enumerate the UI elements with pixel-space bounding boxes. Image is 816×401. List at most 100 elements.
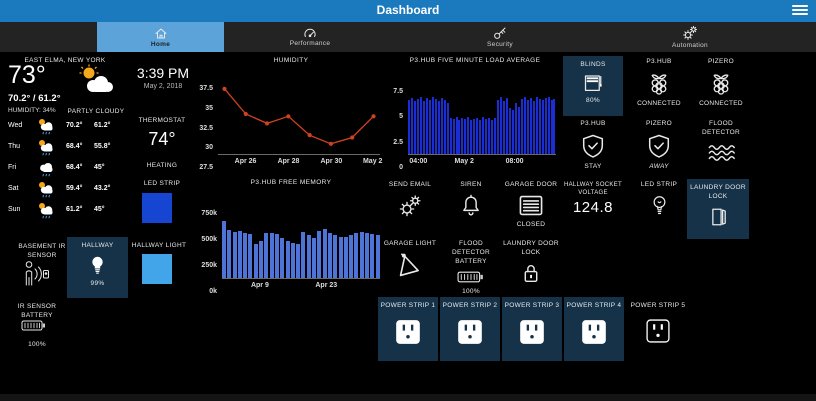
- page-title: Dashboard: [376, 3, 440, 17]
- power-strip-3-tile[interactable]: POWER STRIP 3: [502, 297, 562, 361]
- hallway-socket-voltage-tile: HALLWAY SOCKET VOLTAGE 124.8: [561, 181, 625, 216]
- p3hub-connection-state: CONNECTED: [637, 99, 681, 107]
- garage-door-label: GARAGE DOOR: [504, 181, 558, 188]
- power-strip-2-label: POWER STRIP 2: [442, 302, 498, 309]
- led-strip-right-label: LED STRIP: [640, 181, 678, 188]
- tab-bar: Home Performance Security Automation: [0, 22, 816, 52]
- shield-check-icon: [648, 134, 670, 158]
- shield-check-icon: [582, 134, 604, 158]
- blinds-value: 80%: [586, 96, 600, 104]
- thermostat-state: HEATING: [146, 162, 178, 169]
- p3hub-alarm-label: P3.HUB: [580, 120, 606, 127]
- tab-home-label: Home: [150, 40, 171, 48]
- pizero-connection-tile[interactable]: PIZERO CONNECTED: [691, 58, 751, 109]
- forecast-row: Sat 59.4° 43.2°: [8, 180, 128, 200]
- power-strip-1-tile[interactable]: POWER STRIP 1: [378, 297, 438, 361]
- p3hub-connection-label: P3.HUB: [646, 58, 672, 65]
- memory-y-axis: 750k 500k 250k 0k: [201, 210, 217, 295]
- memory-plot: [222, 192, 380, 279]
- power-strip-4-label: POWER STRIP 4: [566, 302, 622, 309]
- laundry-door-label: LAUNDRY DOOR LOCK: [690, 184, 746, 200]
- gauge-icon: [304, 28, 316, 38]
- led-strip-color-swatch[interactable]: [142, 193, 172, 223]
- humidity-chart-title: HUMIDITY: [273, 57, 309, 64]
- pizero-alarm-label: PIZERO: [646, 120, 672, 127]
- blinds-icon: [584, 75, 602, 91]
- hallway-light-color-swatch[interactable]: [142, 254, 172, 284]
- power-strip-4-tile[interactable]: POWER STRIP 4: [564, 297, 624, 361]
- outlet-icon: [520, 319, 544, 344]
- garage-light-label: GARAGE LIGHT: [383, 240, 437, 247]
- tab-performance[interactable]: Performance: [225, 22, 395, 52]
- outlet-icon: [396, 319, 420, 344]
- garage-door-icon: [519, 195, 543, 216]
- basement-ir-label: BASEMENT IR SENSOR: [18, 243, 66, 259]
- garage-light-tile[interactable]: GARAGE LIGHT: [380, 240, 440, 279]
- hallway-socket-voltage-value: 124.8: [572, 199, 614, 217]
- power-strip-2-tile[interactable]: POWER STRIP 2: [440, 297, 500, 361]
- tab-security-label: Security: [487, 41, 513, 48]
- garage-door-tile[interactable]: GARAGE DOOR CLOSED: [501, 181, 561, 230]
- p3hub-alarm-tile[interactable]: P3.HUB STAY: [563, 120, 623, 172]
- power-strip-1-label: POWER STRIP 1: [380, 302, 436, 309]
- hamburger-icon[interactable]: [792, 5, 808, 17]
- tab-security[interactable]: Security: [415, 22, 585, 52]
- gears-icon: [399, 195, 421, 217]
- laundry-door-tile[interactable]: LAUNDRY DOOR LOCK: [687, 179, 749, 239]
- send-email-tile[interactable]: SEND EMAIL: [380, 181, 440, 218]
- flood-detector-battery-value: 100%: [462, 288, 480, 296]
- tab-automation-label: Automation: [672, 42, 708, 49]
- power-strip-5-tile[interactable]: POWER STRIP 5: [628, 297, 688, 361]
- power-strip-5-label: POWER STRIP 5: [630, 302, 686, 309]
- siren-tile[interactable]: SIREN: [441, 181, 501, 217]
- ir-battery-value: 100%: [28, 341, 46, 348]
- hallway-value: 99%: [90, 279, 105, 287]
- siren-label: SIREN: [460, 181, 482, 188]
- forecast-low: 43.2°: [94, 185, 111, 192]
- thermostat-temp[interactable]: 74°: [148, 129, 176, 149]
- condition-label: PARTLY CLOUDY: [67, 108, 125, 115]
- load-average-chart: P3.HUB FIVE MINUTE LOAD AVERAGE 7.5 5 2.5 0…: [388, 56, 562, 174]
- forecast-day: Wed: [8, 122, 23, 129]
- p3hub-alarm-state: STAY: [584, 162, 602, 170]
- weather-location: EAST ELMA, NEW YORK: [24, 57, 106, 64]
- forecast-high: 59.4°: [66, 185, 83, 192]
- rain-icon: [36, 159, 55, 183]
- flood-detector-tile[interactable]: FLOOD DETECTOR: [691, 120, 751, 164]
- flood-detector-battery-tile[interactable]: FLOOD DETECTOR BATTERY 100%: [441, 240, 501, 297]
- humidity-x-axis: Apr 26 Apr 28 Apr 30 May 2: [234, 158, 383, 165]
- forecast-high: 61.2°: [66, 206, 83, 213]
- send-email-label: SEND EMAIL: [388, 181, 432, 188]
- battery-icon: [457, 271, 483, 283]
- padlock-icon: [524, 264, 538, 282]
- pizero-alarm-tile[interactable]: PIZERO AWAY: [628, 120, 690, 172]
- laundry-door-lock-label: LAUNDRY DOOR LOCK: [503, 240, 559, 256]
- memory-chart-title: P3.HUB FREE MEMORY: [250, 179, 332, 186]
- bottom-strip: [0, 394, 816, 401]
- tab-automation[interactable]: Automation: [605, 22, 775, 52]
- motion-sensor-icon[interactable]: [22, 260, 60, 287]
- load-x-axis: 04:00 May 2 08:00: [409, 158, 524, 165]
- pizero-connection-state: CONNECTED: [699, 99, 743, 107]
- humidity-chart: HUMIDITY 37.5 35 32.5 30 27.5 Apr 26 Apr 28 Ap…: [196, 56, 386, 174]
- thermostat-label: THERMOSTAT: [138, 117, 186, 124]
- forecast-row: Wed 70.2° 61.2°: [8, 117, 128, 137]
- raspberry-icon: [713, 74, 729, 95]
- blinds-tile[interactable]: BLINDS 80%: [563, 56, 623, 116]
- tab-performance-label: Performance: [289, 40, 331, 47]
- memory-x-axis: Apr 9 Apr 23: [250, 282, 338, 289]
- laundry-door-lock-tile[interactable]: LAUNDRY DOOR LOCK: [501, 240, 561, 284]
- outlet-icon: [582, 319, 606, 344]
- hallway-tile[interactable]: HALLWAY 99%: [67, 237, 128, 298]
- forecast-low: 55.8°: [94, 143, 111, 150]
- forecast-high: 68.4°: [66, 164, 83, 171]
- forecast-low: 45°: [94, 206, 105, 213]
- humidity-y-axis: 37.5 35 32.5 30 27.5: [199, 85, 213, 171]
- sun-rain-icon: [36, 138, 55, 162]
- raspberry-icon: [651, 74, 667, 95]
- load-chart-title: P3.HUB FIVE MINUTE LOAD AVERAGE: [409, 57, 541, 64]
- led-strip-tile[interactable]: LED STRIP: [628, 181, 690, 217]
- tab-home[interactable]: Home: [97, 22, 224, 52]
- p3hub-connection-tile[interactable]: P3.HUB CONNECTED: [628, 58, 690, 109]
